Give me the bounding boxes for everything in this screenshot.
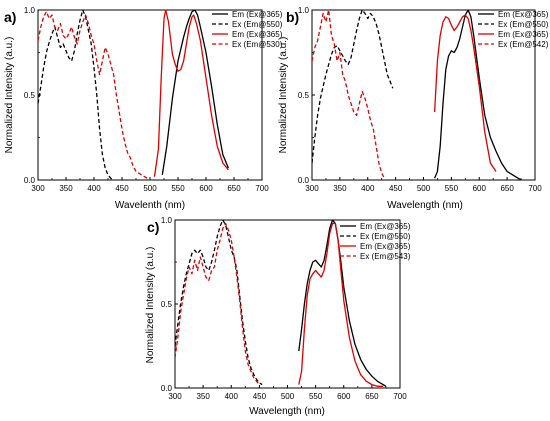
panel-3-x-tick-label: 600 <box>337 392 351 401</box>
panel-2-series-1-line <box>433 9 522 180</box>
panel-2-x-tick-label: 450 <box>389 184 403 193</box>
panel-2-x-axis-title: Wavelength (nm) <box>387 200 463 211</box>
panel-3-legend-label-4: Ex (Em@543) <box>360 252 411 261</box>
panel-1-series-1-line <box>161 9 230 175</box>
panel-1-y-tick-label: 1.0 <box>24 6 36 15</box>
panel-2-x-tick-label: 350 <box>333 184 347 193</box>
panel-1-x-tick-label: 650 <box>227 184 241 193</box>
panel-1-x-tick-label: 600 <box>199 184 213 193</box>
panel-3-series-1-line <box>298 219 387 387</box>
panel-2-x-tick-label: 500 <box>417 184 431 193</box>
panel-2-y-axis-title: Normalized Intensity (a.u.) <box>278 37 289 154</box>
panel-3-legend-label-1: Em (Ex@365) <box>360 222 411 231</box>
panel-2-x-tick-label: 550 <box>445 184 459 193</box>
panel-2-letter: b) <box>286 9 299 25</box>
panel-3-x-tick-label: 300 <box>168 392 182 401</box>
panel-3-series-3-line <box>298 222 384 387</box>
panel-1-legend-label-2: Ex (Em@550) <box>232 20 283 29</box>
panel-2-series-2-line <box>312 9 394 164</box>
panel-2-x-tick-label: 400 <box>361 184 375 193</box>
panel-3-x-tick-label: 700 <box>393 392 407 401</box>
panel-2-x-tick-label: 600 <box>473 184 487 193</box>
panel-3-x-tick-label: 650 <box>365 392 379 401</box>
panel-1-y-axis-title: Normalized Intensity (a.u.) <box>4 37 15 154</box>
panel-2-legend-label-4: Ex (Em@542) <box>498 40 549 49</box>
panel-2-series-4-line <box>312 9 386 179</box>
panel-2-y-tick-label: 0.0 <box>298 176 310 185</box>
panel-3-x-tick-label: 500 <box>281 392 295 401</box>
panel-2-y-tick-label: 0.5 <box>298 91 310 100</box>
panel-1-y-tick-label: 0.0 <box>24 176 36 185</box>
panel-1-letter: a) <box>4 9 16 25</box>
panel-1-series-4-line <box>38 11 151 180</box>
panel-1-series-2-line <box>38 9 114 180</box>
panel-1-x-axis-title: Wavelenth (nm) <box>115 200 185 211</box>
panel-3-series-2-line <box>175 219 263 386</box>
panel-1-legend-label-1: Em (Ex@365) <box>232 10 283 19</box>
panel-3-series-4-line <box>175 222 260 386</box>
panel-2-series-3-line <box>433 14 497 172</box>
panel-3-y-axis-title: Normalized Intensity (a.u.) <box>145 247 156 364</box>
panel-3-y-tick-label: 1.0 <box>161 216 173 225</box>
panel-2-legend-label-3: Em (Ex@365) <box>498 30 549 39</box>
panel-1-series-3-line <box>153 9 229 177</box>
panel-3-y-tick-label: 0.5 <box>161 300 173 309</box>
panel-3-x-tick-label: 550 <box>309 392 323 401</box>
panel-3-x-tick-label: 350 <box>196 392 210 401</box>
panel-3-letter: c) <box>147 219 159 235</box>
panel-2-x-tick-label: 300 <box>305 184 319 193</box>
panel-3-legend-label-3: Em (Ex@365) <box>360 242 411 251</box>
panel-3-x-axis-title: Wavelength (nm) <box>249 406 325 417</box>
panel-2-x-tick-label: 650 <box>500 184 514 193</box>
panel-1-x-tick-label: 450 <box>115 184 129 193</box>
panel-1-x-tick-label: 500 <box>143 184 157 193</box>
panel-1-x-tick-label: 400 <box>87 184 101 193</box>
panel-1-y-tick-label: 0.5 <box>24 91 36 100</box>
panel-2-legend-label-2: Ex (Em@550) <box>498 20 549 29</box>
panel-1-x-tick-label: 550 <box>171 184 185 193</box>
panel-1-x-tick-label: 300 <box>31 184 45 193</box>
panel-2-x-tick-label: 700 <box>528 184 542 193</box>
panel-1-legend-label-4: Ex (Em@530) <box>232 40 283 49</box>
panel-1-x-tick-label: 350 <box>59 184 73 193</box>
panel-1-x-tick-label: 700 <box>255 184 269 193</box>
panel-1-legend-label-3: Em (Ex@365) <box>232 30 283 39</box>
panel-3-y-tick-label: 0.0 <box>161 384 173 393</box>
panel-2-legend-label-1: Em (Ex@365) <box>498 10 549 19</box>
panel-3-legend-label-2: Ex (Em@550) <box>360 232 411 241</box>
panel-3-x-tick-label: 450 <box>253 392 267 401</box>
panel-2-y-tick-label: 1.0 <box>298 6 310 15</box>
panel-3-x-tick-label: 400 <box>225 392 239 401</box>
panel-1-plot-frame <box>37 9 263 181</box>
